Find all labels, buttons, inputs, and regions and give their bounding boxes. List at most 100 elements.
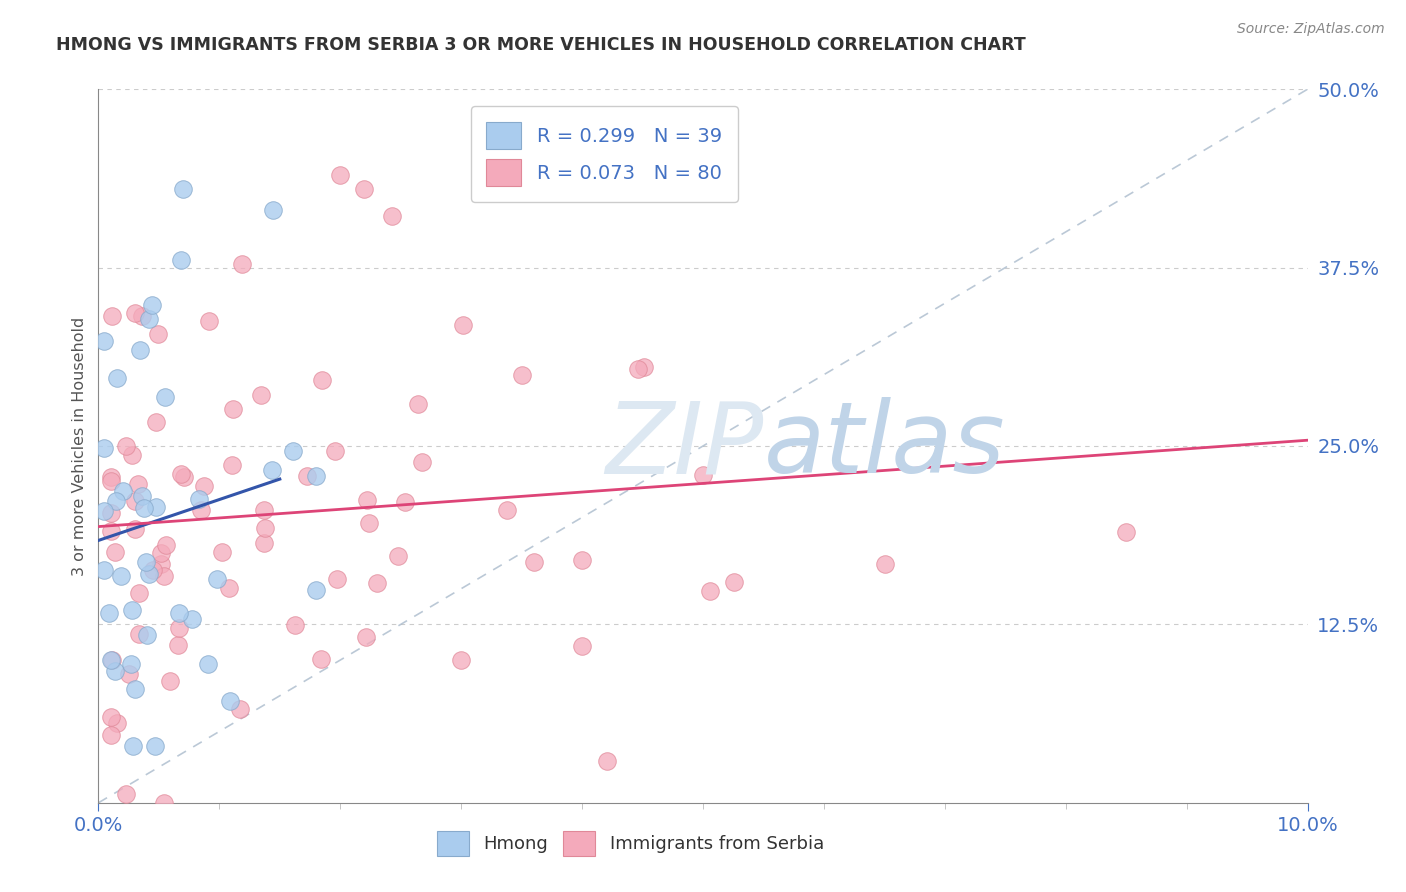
Point: [110, 569, 132, 583]
Point: [153, 390, 176, 404]
Text: atlas: atlas: [763, 398, 1005, 494]
Point: [510, 368, 533, 382]
Point: [254, 521, 277, 535]
Point: [100, 653, 122, 667]
Point: [170, 252, 193, 267]
Point: [356, 492, 378, 507]
Point: [105, 716, 128, 731]
Point: [150, 546, 173, 560]
Point: [121, 603, 143, 617]
Point: [357, 516, 380, 530]
Point: [136, 628, 159, 642]
Point: [124, 681, 146, 696]
Point: [211, 545, 233, 559]
Point: [142, 563, 165, 577]
Point: [411, 454, 433, 468]
Point: [127, 476, 149, 491]
Point: [198, 314, 221, 328]
Point: [131, 310, 153, 324]
Point: [167, 621, 190, 635]
Point: [101, 309, 124, 323]
Point: [496, 502, 519, 516]
Point: [118, 667, 141, 681]
Point: [723, 575, 745, 590]
Point: [297, 469, 319, 483]
Point: [281, 444, 304, 458]
Point: [149, 557, 172, 571]
Point: [305, 582, 328, 597]
Point: [93, 334, 115, 349]
Point: [134, 501, 156, 516]
Point: [699, 584, 721, 599]
Point: [394, 495, 416, 509]
Point: [93, 504, 115, 518]
Point: [143, 739, 166, 753]
Point: [100, 729, 122, 743]
Point: [167, 606, 190, 620]
Point: [159, 673, 181, 688]
Point: [329, 168, 352, 182]
Point: [188, 491, 211, 506]
Point: [93, 563, 115, 577]
Point: [114, 787, 136, 801]
Point: [155, 538, 177, 552]
Point: [100, 506, 122, 520]
Point: [692, 467, 714, 482]
Point: [596, 754, 619, 768]
Point: [1115, 524, 1137, 539]
Point: [231, 257, 253, 271]
Point: [97, 607, 120, 621]
Point: [205, 572, 228, 586]
Point: [104, 665, 127, 679]
Point: [262, 463, 284, 477]
Point: [571, 639, 593, 653]
Point: [309, 652, 332, 666]
Point: [311, 373, 333, 387]
Point: [112, 484, 135, 499]
Point: [153, 796, 176, 810]
Y-axis label: 3 or more Vehicles in Household: 3 or more Vehicles in Household: [72, 317, 87, 575]
Point: [172, 182, 194, 196]
Point: [121, 448, 143, 462]
Point: [180, 612, 202, 626]
Point: [253, 536, 276, 550]
Point: [353, 182, 375, 196]
Point: [387, 549, 409, 563]
Point: [550, 163, 572, 178]
Point: [124, 523, 146, 537]
Point: [221, 458, 243, 473]
Point: [115, 439, 138, 453]
Point: [101, 653, 124, 667]
Point: [253, 503, 276, 517]
Point: [100, 475, 122, 489]
Point: [124, 494, 146, 508]
Point: [128, 626, 150, 640]
Point: [104, 494, 127, 508]
Point: [141, 298, 163, 312]
Point: [131, 489, 153, 503]
Point: [167, 639, 190, 653]
Point: [354, 631, 377, 645]
Point: [128, 585, 150, 599]
Point: [100, 524, 122, 538]
Point: [305, 469, 328, 483]
Text: HMONG VS IMMIGRANTS FROM SERBIA 3 OR MORE VEHICLES IN HOUSEHOLD CORRELATION CHAR: HMONG VS IMMIGRANTS FROM SERBIA 3 OR MOR…: [56, 36, 1026, 54]
Point: [408, 396, 430, 410]
Point: [193, 479, 215, 493]
Point: [122, 739, 145, 753]
Legend: Hmong, Immigrants from Serbia: Hmong, Immigrants from Serbia: [427, 822, 834, 865]
Point: [100, 710, 122, 724]
Point: [222, 401, 245, 416]
Point: [138, 311, 160, 326]
Point: [173, 470, 195, 484]
Point: [190, 502, 212, 516]
Point: [219, 694, 242, 708]
Point: [633, 360, 655, 375]
Point: [873, 557, 896, 571]
Point: [93, 442, 115, 456]
Point: [284, 618, 307, 632]
Point: [262, 202, 284, 217]
Point: [451, 318, 474, 332]
Point: [366, 575, 388, 590]
Point: [381, 209, 404, 223]
